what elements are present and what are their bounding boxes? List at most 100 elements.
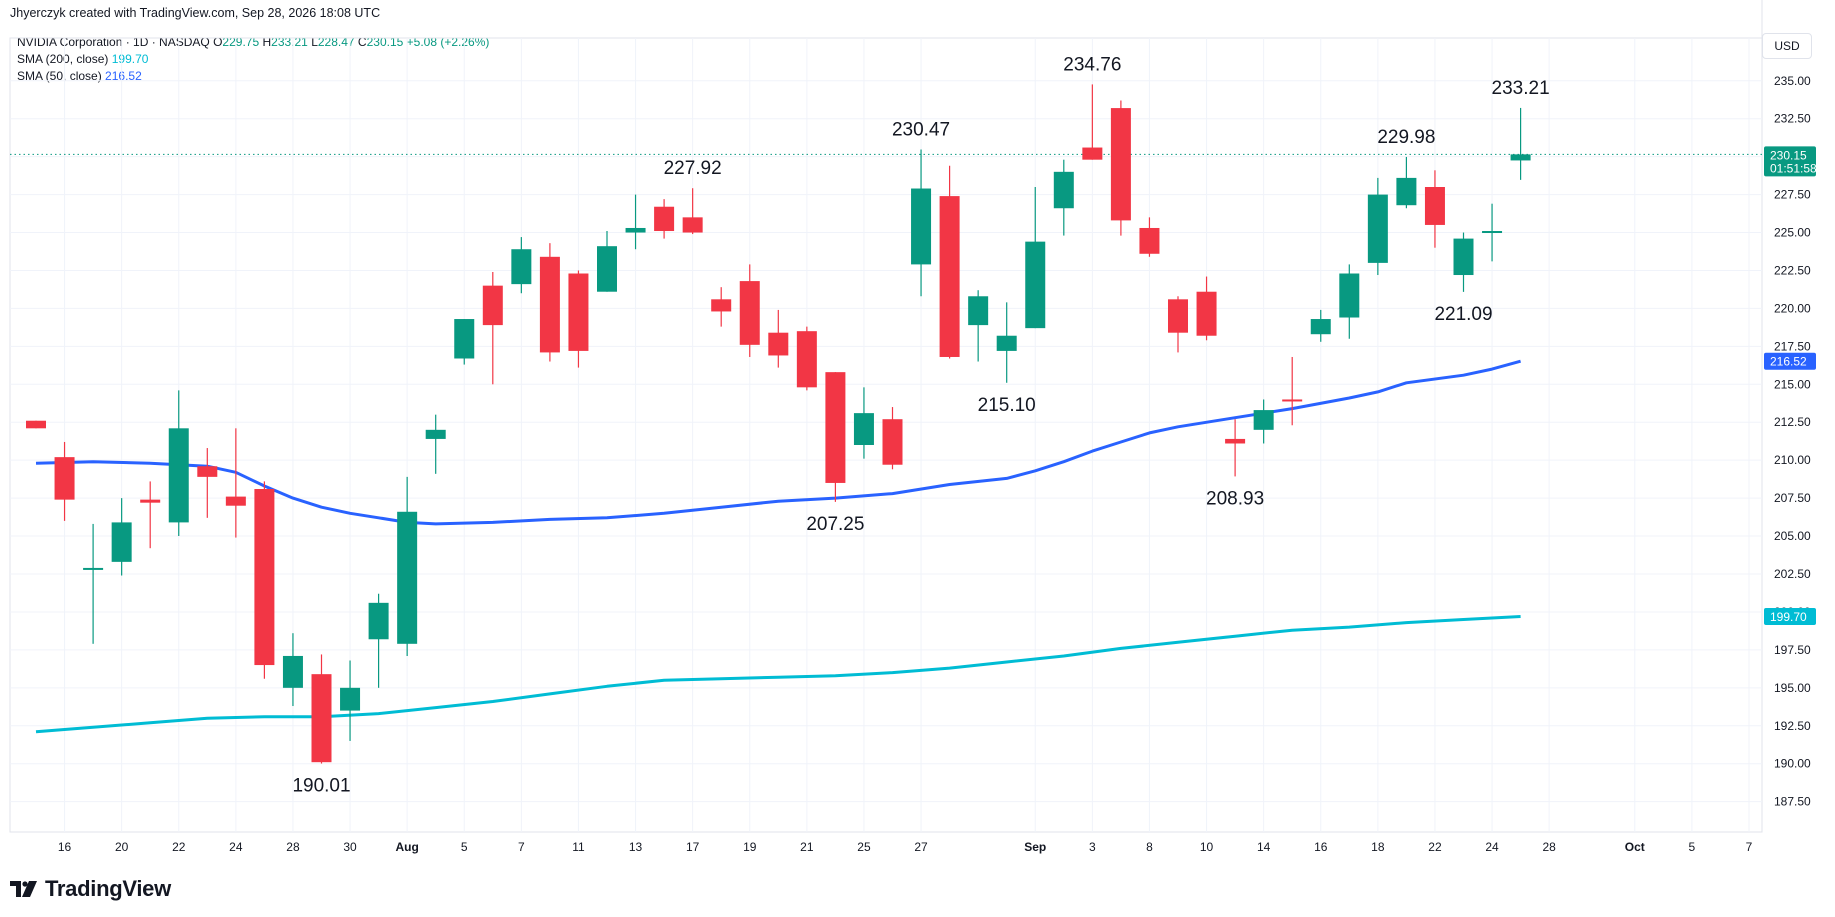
- x-tick-label: 7: [518, 840, 525, 854]
- candle-body[interactable]: [1424, 187, 1445, 225]
- candle-body[interactable]: [397, 511, 418, 644]
- candle-body[interactable]: [454, 319, 475, 359]
- y-tick-label: 227.50: [1774, 188, 1811, 202]
- candle-body[interactable]: [911, 188, 932, 265]
- candle-body[interactable]: [568, 273, 589, 351]
- candle-body[interactable]: [996, 335, 1017, 351]
- candle-body[interactable]: [1082, 147, 1103, 160]
- candle-body[interactable]: [539, 256, 560, 353]
- y-tick-label: 187.50: [1774, 795, 1811, 809]
- candle-body[interactable]: [1482, 231, 1503, 234]
- sma200-line[interactable]: [35, 615, 1521, 734]
- legend-sma50-row[interactable]: SMA (50, close) 216.52: [17, 68, 489, 85]
- price-axis-label: 199.70: [1770, 610, 1807, 624]
- candle-body[interactable]: [425, 429, 446, 439]
- candle-body[interactable]: [939, 196, 960, 357]
- price-axis-label-bg: [1764, 146, 1816, 177]
- x-tick-label: 25: [857, 840, 871, 854]
- candle-body[interactable]: [26, 420, 46, 429]
- y-tick-label: 197.50: [1774, 643, 1811, 657]
- candle-body[interactable]: [311, 674, 332, 763]
- sma50-value: 216.52: [105, 69, 142, 83]
- candle-body[interactable]: [1453, 238, 1474, 276]
- y-tick-label: 217.50: [1774, 339, 1811, 353]
- tradingview-logo[interactable]: TradingView: [10, 876, 171, 902]
- y-tick-label: 202.50: [1774, 567, 1811, 581]
- candle-body[interactable]: [140, 499, 161, 503]
- candle-body[interactable]: [1168, 299, 1188, 333]
- created-by-text: Jhyerczyk created with TradingView.com, …: [10, 6, 381, 20]
- candle-body[interactable]: [111, 522, 132, 562]
- x-tick-label: 3: [1089, 840, 1096, 854]
- legend-sma200-row[interactable]: SMA (200, close) 199.70: [17, 51, 489, 68]
- time-axis: 16 20 22 24 28 30 Aug 5 7 11 13 17 19 21 25 27 Sep 3 8 10 14…: [58, 840, 1753, 854]
- candle-body[interactable]: [625, 227, 646, 233]
- candle-body[interactable]: [1053, 171, 1074, 209]
- price-annotation: 221.09: [1434, 304, 1492, 325]
- x-tick-label: 28: [1542, 840, 1556, 854]
- x-tick-label: 16: [58, 840, 72, 854]
- candle-body[interactable]: [825, 372, 846, 483]
- candle-body[interactable]: [1367, 194, 1388, 263]
- x-tick-label: 20: [115, 840, 129, 854]
- candle-body[interactable]: [168, 428, 189, 523]
- x-tick-label: Aug: [395, 840, 418, 854]
- candle-body[interactable]: [882, 419, 903, 465]
- chart-grid: [9, 0, 1763, 833]
- candle-body[interactable]: [1339, 273, 1360, 318]
- price-axis-label: 216.52: [1770, 355, 1807, 369]
- candle-body[interactable]: [1110, 108, 1131, 221]
- candle-body[interactable]: [340, 687, 361, 711]
- x-tick-label: 27: [914, 840, 928, 854]
- candle-body[interactable]: [1253, 410, 1274, 430]
- candle-body[interactable]: [796, 331, 817, 388]
- candle-body[interactable]: [682, 217, 703, 233]
- currency-button[interactable]: USD: [1762, 33, 1812, 59]
- x-tick-label: 19: [743, 840, 757, 854]
- sma200-layer: [35, 615, 1521, 734]
- annotations-layer: 190.01 207.25 227.92 230.47 215.10 234.76 208.…: [292, 54, 1549, 796]
- candle-body[interactable]: [739, 281, 760, 345]
- candle-body[interactable]: [83, 567, 104, 570]
- low-label: L: [311, 35, 318, 49]
- candle-body[interactable]: [254, 489, 275, 666]
- x-tick-label: 24: [1485, 840, 1499, 854]
- candle-body[interactable]: [511, 249, 532, 285]
- x-tick-label: 22: [172, 840, 186, 854]
- candle-body[interactable]: [368, 602, 389, 640]
- open-label: O: [213, 35, 223, 49]
- candle-body[interactable]: [225, 496, 246, 506]
- candle-body[interactable]: [54, 457, 75, 500]
- candle-body[interactable]: [1196, 291, 1217, 336]
- y-tick-label: 215.00: [1774, 377, 1811, 391]
- sma50-line[interactable]: [35, 359, 1521, 526]
- x-tick-label: 14: [1257, 840, 1271, 854]
- candle-body[interactable]: [1139, 227, 1160, 254]
- candle-body[interactable]: [1396, 177, 1417, 206]
- candle-body[interactable]: [1025, 241, 1046, 329]
- candle-body[interactable]: [282, 655, 303, 688]
- candle-body[interactable]: [853, 413, 874, 445]
- candle-body[interactable]: [597, 246, 617, 292]
- candle-body[interactable]: [482, 285, 503, 326]
- x-tick-label: 22: [1428, 840, 1442, 854]
- candle-body[interactable]: [968, 296, 989, 326]
- price-annotation: 190.01: [292, 776, 350, 797]
- candle-body[interactable]: [768, 332, 789, 356]
- candle-body[interactable]: [711, 299, 732, 312]
- y-tick-label: 205.00: [1774, 529, 1811, 543]
- candle-body[interactable]: [1310, 319, 1331, 335]
- chart-header: Jhyerczyk created with TradingView.com, …: [10, 6, 380, 20]
- y-tick-label: 232.50: [1774, 112, 1811, 126]
- y-tick-label: 207.50: [1774, 491, 1811, 505]
- candle-body[interactable]: [1510, 154, 1531, 161]
- price-annotation: 234.76: [1063, 54, 1121, 75]
- candle-body[interactable]: [1225, 438, 1246, 444]
- candle-body[interactable]: [654, 206, 675, 232]
- x-tick-label: 5: [461, 840, 468, 854]
- x-tick-label: Oct: [1625, 840, 1645, 854]
- y-tick-label: 195.00: [1774, 681, 1811, 695]
- candle-body[interactable]: [197, 466, 218, 477]
- candle-body[interactable]: [1282, 399, 1303, 402]
